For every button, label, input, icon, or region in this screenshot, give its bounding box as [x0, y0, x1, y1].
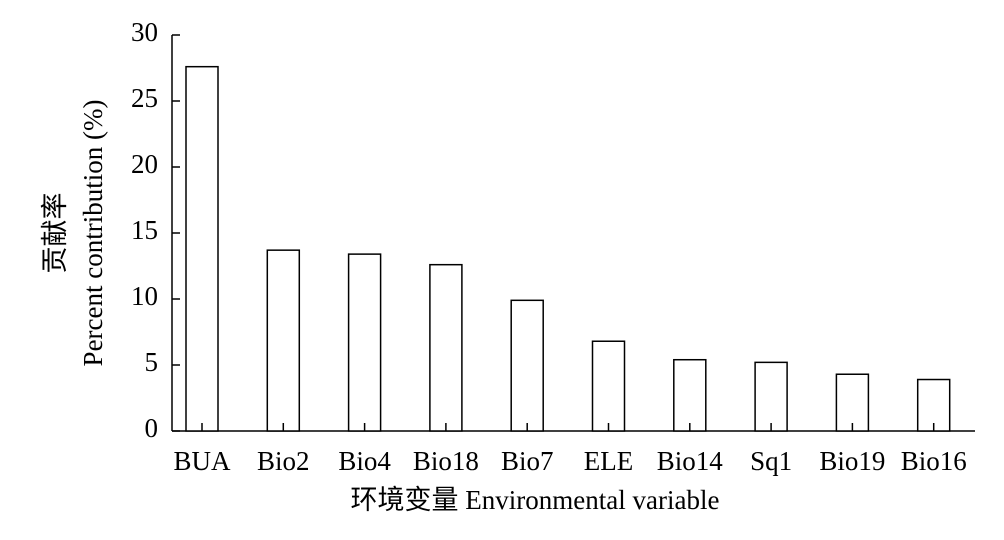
bar [916, 378, 951, 432]
bar [185, 65, 219, 432]
bar [591, 340, 626, 432]
y-tick-label: 25 [131, 83, 158, 113]
x-tick-label: Bio19 [819, 446, 885, 476]
y-tick-label: 10 [131, 281, 158, 311]
x-tick-label: Bio7 [501, 446, 554, 476]
x-tick-label: Bio14 [657, 446, 724, 476]
y-tick-label: 5 [145, 347, 159, 377]
bar [429, 263, 463, 432]
bar [266, 249, 301, 432]
x-tick-label: BUA [173, 446, 231, 476]
x-tick-label: ELE [584, 446, 633, 476]
bar [673, 358, 707, 432]
x-tick-label: Bio4 [338, 446, 391, 476]
x-tick-label: Bio2 [257, 446, 310, 476]
bar [510, 299, 544, 432]
x-tick-label: Bio16 [901, 446, 967, 476]
bar [835, 373, 870, 432]
x-tick-label: Sq1 [750, 446, 792, 476]
bar [754, 361, 788, 432]
y-tick-label: 30 [131, 17, 158, 47]
y-tick-label: 0 [145, 413, 159, 443]
x-tick-label: Bio18 [413, 446, 479, 476]
y-tick-label: 15 [131, 215, 158, 245]
y-axis-label: 贡献率 [40, 193, 70, 274]
x-axis-label: 环境变量 Environmental variable [351, 485, 720, 515]
bar [347, 253, 382, 432]
y-axis-label: Percent contribution (%) [78, 100, 108, 367]
y-tick-label: 20 [131, 149, 158, 179]
